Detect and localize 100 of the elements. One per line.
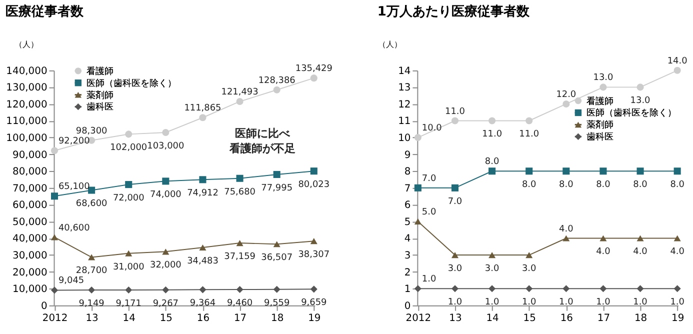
point	[310, 74, 318, 82]
point	[674, 285, 681, 292]
y-tick-label: 120,000	[6, 99, 48, 110]
y-tick-label: 0	[404, 300, 411, 312]
x-tick-label: 2012	[42, 312, 68, 324]
data-label: 4.0	[559, 224, 574, 234]
data-label: 1.0	[633, 298, 648, 308]
x-tick-label: 18	[271, 312, 284, 324]
point	[451, 184, 459, 192]
data-label: 103,000	[147, 141, 184, 152]
data-label: 8.0	[484, 157, 500, 168]
data-label: 77,995	[261, 183, 293, 194]
point	[414, 184, 422, 192]
legend-label: 看護師	[86, 66, 114, 77]
x-tick-label: 19	[308, 312, 321, 324]
data-label: 1.0	[448, 298, 462, 308]
point	[199, 286, 206, 294]
point	[674, 66, 681, 74]
y-tick-label: 5	[404, 216, 411, 228]
point	[636, 285, 644, 292]
point	[236, 98, 244, 105]
point	[414, 218, 422, 225]
point	[162, 178, 170, 185]
data-label: 10.0	[422, 124, 442, 134]
point	[488, 168, 496, 175]
x-tick-label: 17	[234, 312, 247, 324]
x-tick-label: 15	[523, 312, 536, 324]
x-tick-label: 18	[634, 312, 648, 324]
point	[273, 286, 280, 293]
data-label: 3.0	[448, 264, 462, 274]
y-tick-label: 6	[404, 200, 411, 212]
y-axis-title: （人）	[14, 40, 38, 50]
point	[162, 128, 170, 136]
y-tick-label: 90,000	[12, 150, 48, 161]
y-tick-label: 2	[404, 267, 411, 278]
data-label: 135,429	[295, 64, 333, 74]
data-label: 40,600	[58, 223, 90, 234]
x-tick-label: 13	[86, 312, 98, 324]
point	[125, 181, 132, 188]
data-label: 4.0	[633, 247, 648, 258]
y-tick-label: 60,000	[12, 200, 48, 212]
data-label: 3.0	[484, 264, 500, 274]
y-tick-label: 20,000	[12, 267, 48, 278]
point	[273, 86, 280, 94]
point	[162, 248, 170, 255]
data-label: 74,912	[187, 188, 218, 199]
data-label: 8.0	[670, 180, 685, 190]
chart-title: 医療従事者数	[6, 4, 85, 20]
data-label: 1.0	[670, 298, 685, 308]
data-label: 72,000	[112, 193, 145, 204]
data-label: 4.0	[670, 247, 685, 258]
data-label: 121,493	[221, 88, 258, 98]
data-label: 92,200	[58, 136, 90, 147]
data-label: 8.0	[633, 180, 648, 190]
point	[199, 114, 206, 122]
y-tick-label: 70,000	[12, 183, 48, 194]
point	[310, 238, 318, 244]
point	[600, 84, 607, 91]
data-label: 28,700	[76, 266, 108, 276]
data-label: 13.0	[630, 96, 651, 106]
data-label: 9,364	[190, 298, 216, 309]
data-label: 68,600	[76, 199, 108, 210]
y-tick-label: 1	[404, 284, 411, 296]
y-tick-label: 0	[40, 300, 48, 312]
legend-label: 薬剤師	[586, 120, 614, 131]
data-label: 9,559	[264, 298, 290, 308]
data-label: 13.0	[593, 73, 614, 84]
y-tick-label: 8	[404, 166, 411, 178]
data-label: 12.0	[556, 90, 576, 100]
data-label: 1.0	[596, 298, 611, 308]
legend-label: 看護師	[586, 96, 614, 107]
point	[236, 174, 244, 182]
point	[273, 170, 280, 178]
point	[88, 254, 96, 260]
data-label: 128,386	[258, 76, 296, 86]
point	[310, 168, 318, 175]
point	[273, 241, 280, 248]
data-label: 1.0	[484, 298, 500, 308]
point	[50, 192, 58, 200]
y-tick-label: 13	[398, 82, 411, 94]
x-tick-label: 15	[160, 312, 172, 324]
y-tick-label: 3	[404, 250, 411, 262]
data-label: 9,659	[301, 298, 328, 308]
x-tick-label: 17	[597, 312, 610, 324]
data-label: 11.0	[519, 130, 540, 140]
legend-label: 医師（歯科医を除く）	[586, 108, 677, 119]
data-label: 14.0	[667, 56, 688, 66]
y-tick-label: 7	[404, 183, 411, 194]
point	[600, 235, 607, 242]
y-tick-label: 9	[404, 150, 411, 161]
data-label: 11.0	[482, 130, 502, 140]
legend-label: 医師（歯科医を除く）	[86, 78, 177, 89]
point	[488, 117, 496, 124]
data-label: 31,000	[112, 262, 145, 272]
point	[562, 100, 570, 108]
data-label: 98,300	[76, 126, 108, 136]
point	[488, 252, 496, 258]
point	[674, 168, 681, 175]
data-label: 7.0	[448, 196, 462, 207]
point	[414, 134, 422, 142]
